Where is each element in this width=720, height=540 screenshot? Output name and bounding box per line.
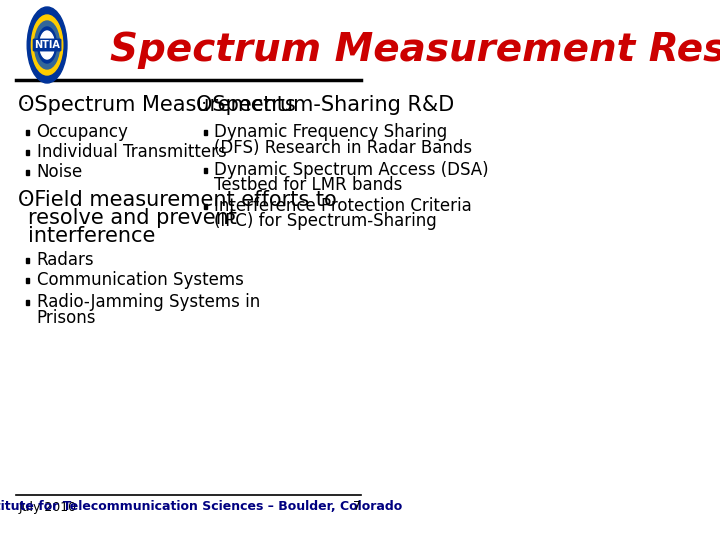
Circle shape: [27, 7, 67, 83]
Text: ʘField measurement efforts to: ʘField measurement efforts to: [18, 190, 337, 210]
Text: NTIA: NTIA: [34, 40, 60, 50]
Text: Occupancy: Occupancy: [37, 123, 128, 141]
Bar: [26, 300, 29, 305]
Text: Institute for Telecommunication Sciences – Boulder, Colorado: Institute for Telecommunication Sciences…: [0, 501, 402, 514]
Text: (IPC) for Spectrum-Sharing: (IPC) for Spectrum-Sharing: [215, 212, 437, 230]
Text: Radio-Jamming Systems in: Radio-Jamming Systems in: [37, 293, 260, 311]
Text: Interference Protection Criteria: Interference Protection Criteria: [215, 197, 472, 215]
Bar: [26, 278, 29, 282]
Text: Spectrum Measurement Research: Spectrum Measurement Research: [110, 31, 720, 69]
Circle shape: [37, 27, 56, 63]
Text: Radars: Radars: [37, 251, 94, 269]
Bar: [26, 130, 29, 134]
Text: Dynamic Frequency Sharing: Dynamic Frequency Sharing: [215, 123, 448, 141]
Bar: [204, 130, 207, 134]
Text: July 2010: July 2010: [18, 501, 76, 514]
Bar: [204, 204, 207, 208]
Text: interference: interference: [28, 226, 155, 246]
Text: resolve and prevent: resolve and prevent: [28, 208, 237, 228]
Text: Dynamic Spectrum Access (DSA): Dynamic Spectrum Access (DSA): [215, 161, 489, 179]
Bar: [26, 170, 29, 174]
Circle shape: [32, 15, 63, 75]
Bar: [26, 150, 29, 154]
Circle shape: [40, 31, 55, 59]
Text: ʘSpectrum Measurements: ʘSpectrum Measurements: [18, 95, 296, 115]
Text: Noise: Noise: [37, 163, 83, 181]
Bar: [26, 258, 29, 262]
Text: Prisons: Prisons: [37, 309, 96, 327]
Text: Testbed for LMR bands: Testbed for LMR bands: [215, 176, 403, 194]
Circle shape: [35, 21, 60, 69]
Text: Communication Systems: Communication Systems: [37, 271, 243, 289]
Text: (DFS) Research in Radar Bands: (DFS) Research in Radar Bands: [215, 139, 472, 157]
Text: Individual Transmitters: Individual Transmitters: [37, 143, 226, 161]
Text: ʘSpectrum-Sharing R&D: ʘSpectrum-Sharing R&D: [196, 95, 454, 115]
Bar: [204, 167, 207, 172]
Text: 7: 7: [353, 501, 361, 514]
